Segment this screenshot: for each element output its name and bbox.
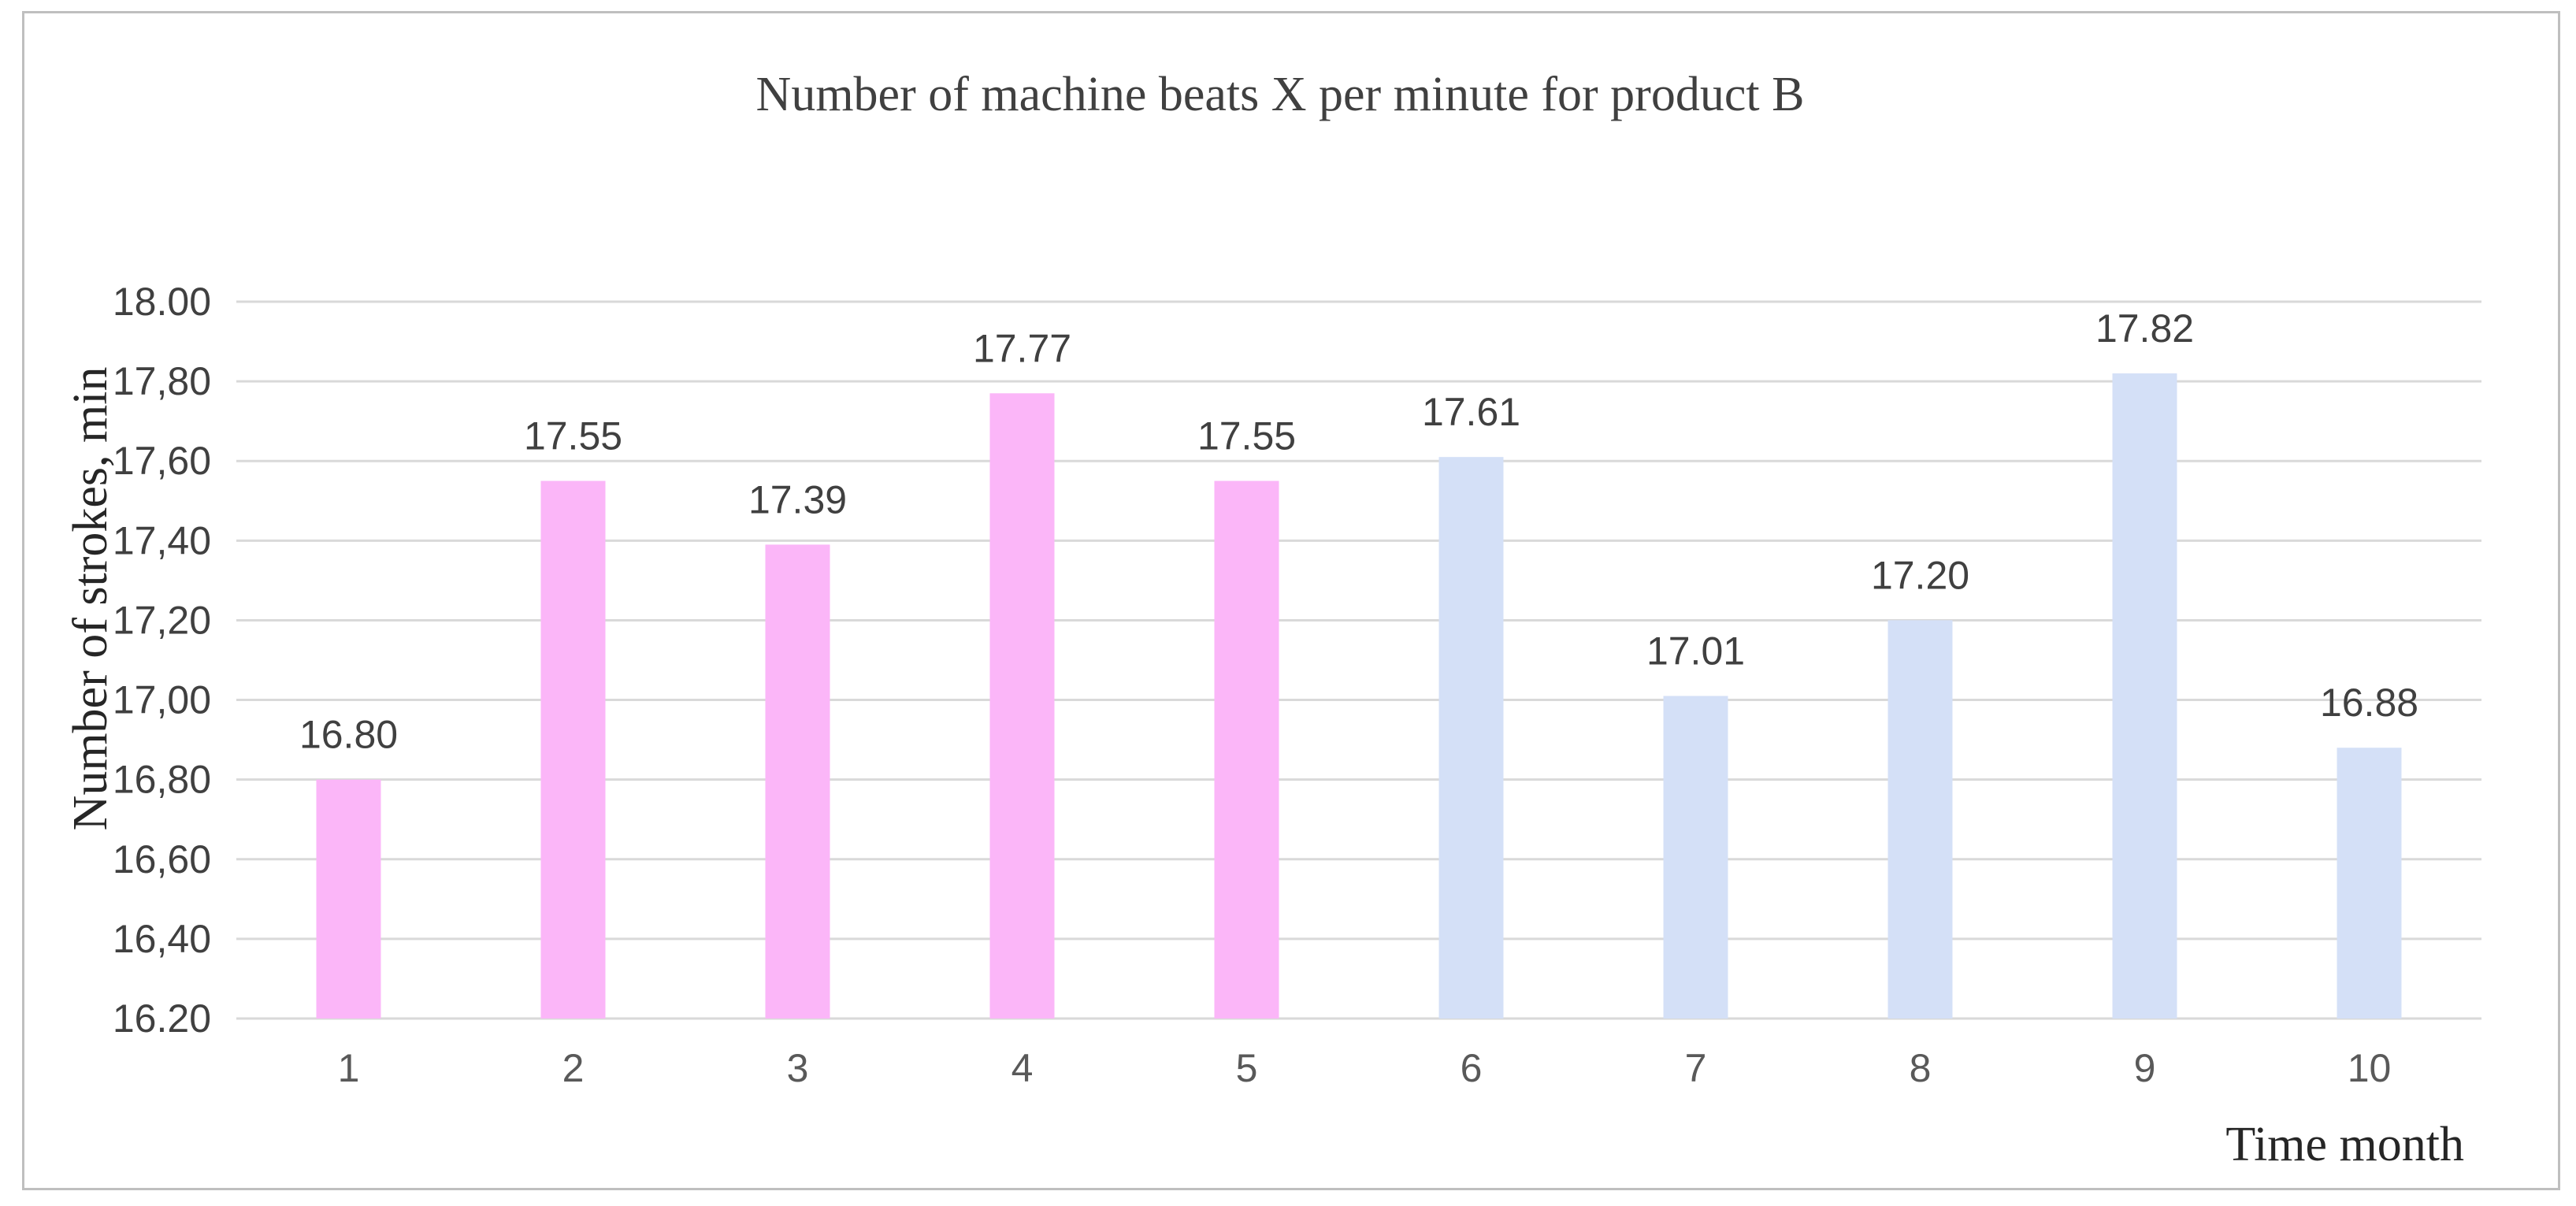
bar — [1887, 620, 1953, 1019]
data-label: 17.82 — [2095, 306, 2194, 351]
data-labels: 16.80 17.55 17.39 17.77 17.55 17.61 17.01 17.20… — [299, 306, 2418, 757]
y-axis-ticks: 16.20 16,40 16,60 16,80 17,00 17,20 17,40 17,60… — [113, 280, 211, 1041]
bar — [316, 779, 381, 1019]
x-axis-ticks: 1 2 3 4 5 6 7 8 9 10 — [338, 1046, 2392, 1090]
data-label: 16.80 — [299, 713, 398, 757]
bar — [1663, 696, 1728, 1019]
data-label: 17.55 — [524, 414, 622, 458]
y-tick-label: 17,20 — [113, 598, 211, 642]
x-tick-label: 8 — [1910, 1046, 1932, 1090]
x-tick-label: 2 — [562, 1046, 585, 1090]
data-label: 17.39 — [748, 477, 847, 521]
gridlines — [236, 300, 2481, 1020]
x-tick-label: 5 — [1236, 1046, 1258, 1090]
bar — [2112, 373, 2177, 1019]
x-tick-label: 4 — [1011, 1046, 1034, 1090]
y-tick-label: 18.00 — [113, 280, 211, 324]
bars — [316, 373, 2402, 1019]
data-label: 17.20 — [1871, 553, 1969, 597]
y-axis-title: Number of strokes, min — [64, 367, 117, 831]
x-axis-title: Time month — [2225, 1118, 2464, 1171]
data-label: 17.77 — [973, 326, 1071, 370]
y-tick-label: 17,40 — [113, 518, 211, 562]
y-tick-label: 16.20 — [113, 996, 211, 1041]
x-tick-label: 9 — [2134, 1046, 2156, 1090]
x-tick-label: 7 — [1685, 1046, 1707, 1090]
y-tick-label: 17,60 — [113, 439, 211, 483]
bar — [1438, 457, 1504, 1019]
y-tick-label: 16,40 — [113, 917, 211, 961]
y-tick-label: 17,80 — [113, 359, 211, 403]
data-label: 16.88 — [2320, 681, 2418, 725]
bar — [2337, 748, 2402, 1019]
chart-title: Number of machine beats X per minute for… — [756, 68, 1805, 121]
y-tick-label: 16,80 — [113, 758, 211, 802]
bar — [765, 544, 830, 1019]
bar — [989, 393, 1055, 1019]
bar — [1214, 481, 1279, 1019]
y-tick-label: 17,00 — [113, 678, 211, 722]
y-tick-label: 16,60 — [113, 837, 211, 881]
x-tick-label: 1 — [338, 1046, 360, 1090]
x-tick-label: 3 — [787, 1046, 809, 1090]
x-tick-label: 6 — [1461, 1046, 1483, 1090]
data-label: 17.01 — [1646, 629, 1745, 674]
bar — [540, 481, 606, 1019]
x-tick-label: 10 — [2348, 1046, 2392, 1090]
data-label: 17.61 — [1422, 390, 1520, 434]
data-label: 17.55 — [1197, 414, 1296, 458]
